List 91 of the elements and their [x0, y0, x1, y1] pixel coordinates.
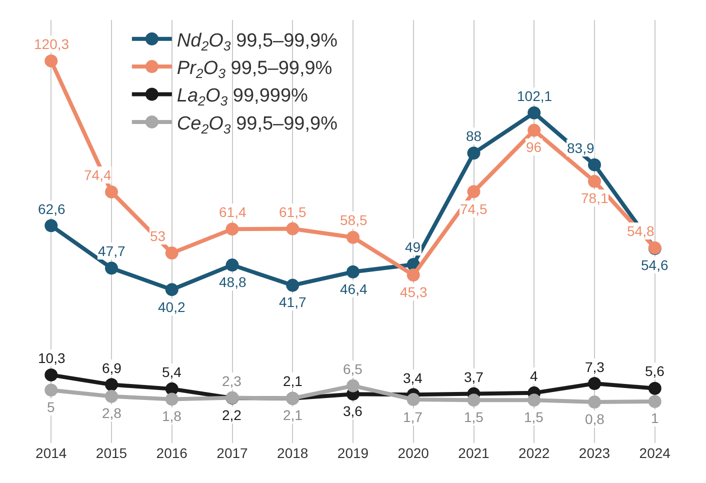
data-label: 47,7 — [98, 243, 126, 259]
data-label: 1 — [651, 410, 659, 426]
point — [44, 384, 58, 397]
data-label: 10,3 — [38, 350, 66, 366]
point — [44, 368, 58, 382]
x-tick-label: 2014 — [36, 445, 67, 461]
data-label: 1,5 — [524, 409, 544, 425]
x-tick-label: 2022 — [518, 445, 550, 461]
x-tick-label: 2018 — [277, 445, 308, 461]
point — [165, 283, 178, 296]
data-label: 53 — [150, 228, 166, 244]
point — [105, 262, 118, 275]
data-label: 4 — [530, 368, 538, 384]
legend-label: Pr$_{2}$O$_{3}$ 99,5–99,9% — [176, 58, 332, 81]
x-tick-label: 2019 — [337, 445, 369, 461]
x-tick-label: 2015 — [96, 445, 128, 461]
data-label: 78,1 — [581, 190, 608, 206]
data-label: 54,8 — [627, 223, 654, 239]
x-tick-label: 2024 — [639, 445, 671, 461]
legend-label: La$_{2}$O$_{3}$ 99,999% — [176, 86, 308, 109]
data-label: 0,8 — [585, 411, 605, 427]
data-label: 5,6 — [645, 363, 665, 379]
point — [286, 278, 300, 292]
x-tick-label: 2021 — [458, 445, 490, 461]
data-label: 2,3 — [222, 373, 242, 389]
point — [226, 222, 239, 236]
point — [44, 54, 58, 68]
point — [346, 379, 360, 392]
point — [346, 230, 360, 244]
data-label: 2,2 — [222, 407, 242, 423]
data-label: 88 — [466, 128, 482, 144]
point — [406, 393, 420, 406]
data-label: 74,4 — [84, 167, 112, 183]
point — [165, 246, 178, 260]
point — [165, 392, 178, 406]
point — [44, 219, 58, 232]
point — [105, 390, 118, 403]
data-label: 96 — [526, 139, 542, 155]
data-label: 46,4 — [340, 281, 368, 297]
data-label: 102,1 — [517, 88, 552, 104]
data-label: 61,5 — [279, 204, 306, 220]
point — [528, 106, 541, 120]
point — [105, 378, 118, 392]
data-label: 3,7 — [464, 369, 484, 385]
x-tick-label: 2017 — [216, 445, 248, 461]
point — [286, 222, 300, 236]
point — [528, 124, 541, 137]
data-label: 48,8 — [219, 274, 246, 290]
point — [588, 174, 601, 188]
data-label: 1,8 — [162, 408, 182, 424]
data-label: 61,4 — [219, 204, 246, 220]
data-label: 49 — [405, 239, 421, 255]
data-label: 6,9 — [102, 360, 122, 376]
x-tick-label: 2023 — [578, 445, 610, 461]
data-label: 2,8 — [102, 405, 122, 421]
data-label: 40,2 — [158, 299, 186, 315]
data-label: 6,5 — [343, 361, 363, 377]
point — [346, 265, 360, 278]
data-label: 2,1 — [283, 373, 303, 389]
point — [105, 185, 118, 198]
data-label: 5 — [47, 399, 55, 415]
data-label: 41,7 — [279, 294, 306, 310]
point — [588, 396, 601, 409]
data-label: 5,4 — [162, 364, 182, 380]
x-tick-label: 2020 — [398, 445, 430, 461]
point — [648, 382, 662, 395]
data-label: 54,6 — [641, 257, 668, 273]
data-label: 1,5 — [464, 409, 484, 425]
point — [226, 258, 239, 272]
data-label: 3,4 — [403, 370, 423, 386]
x-tick-label: 2016 — [156, 445, 188, 461]
data-label: 120,3 — [34, 36, 70, 52]
point — [467, 146, 480, 160]
data-label: 74,5 — [460, 201, 488, 217]
data-label: 58,5 — [340, 212, 368, 228]
legend-label: Nd$_{2}$O$_{3}$ 99,5–99,9% — [176, 30, 338, 54]
data-label: 83,9 — [567, 140, 594, 156]
data-label: 45,3 — [400, 284, 428, 300]
data-label: 7,3 — [585, 359, 605, 375]
point — [528, 394, 541, 407]
legend-label: Ce$_{2}$O$_{3}$ 99,5–99,9% — [176, 113, 338, 136]
point — [648, 394, 662, 408]
point — [406, 268, 420, 282]
data-label: 3,6 — [343, 403, 363, 419]
point — [467, 394, 480, 407]
point — [588, 158, 601, 172]
data-label: 2,1 — [283, 407, 303, 423]
point — [588, 377, 601, 390]
point — [467, 185, 480, 198]
data-label: 1,7 — [403, 409, 423, 425]
data-label: 62,6 — [38, 201, 66, 217]
